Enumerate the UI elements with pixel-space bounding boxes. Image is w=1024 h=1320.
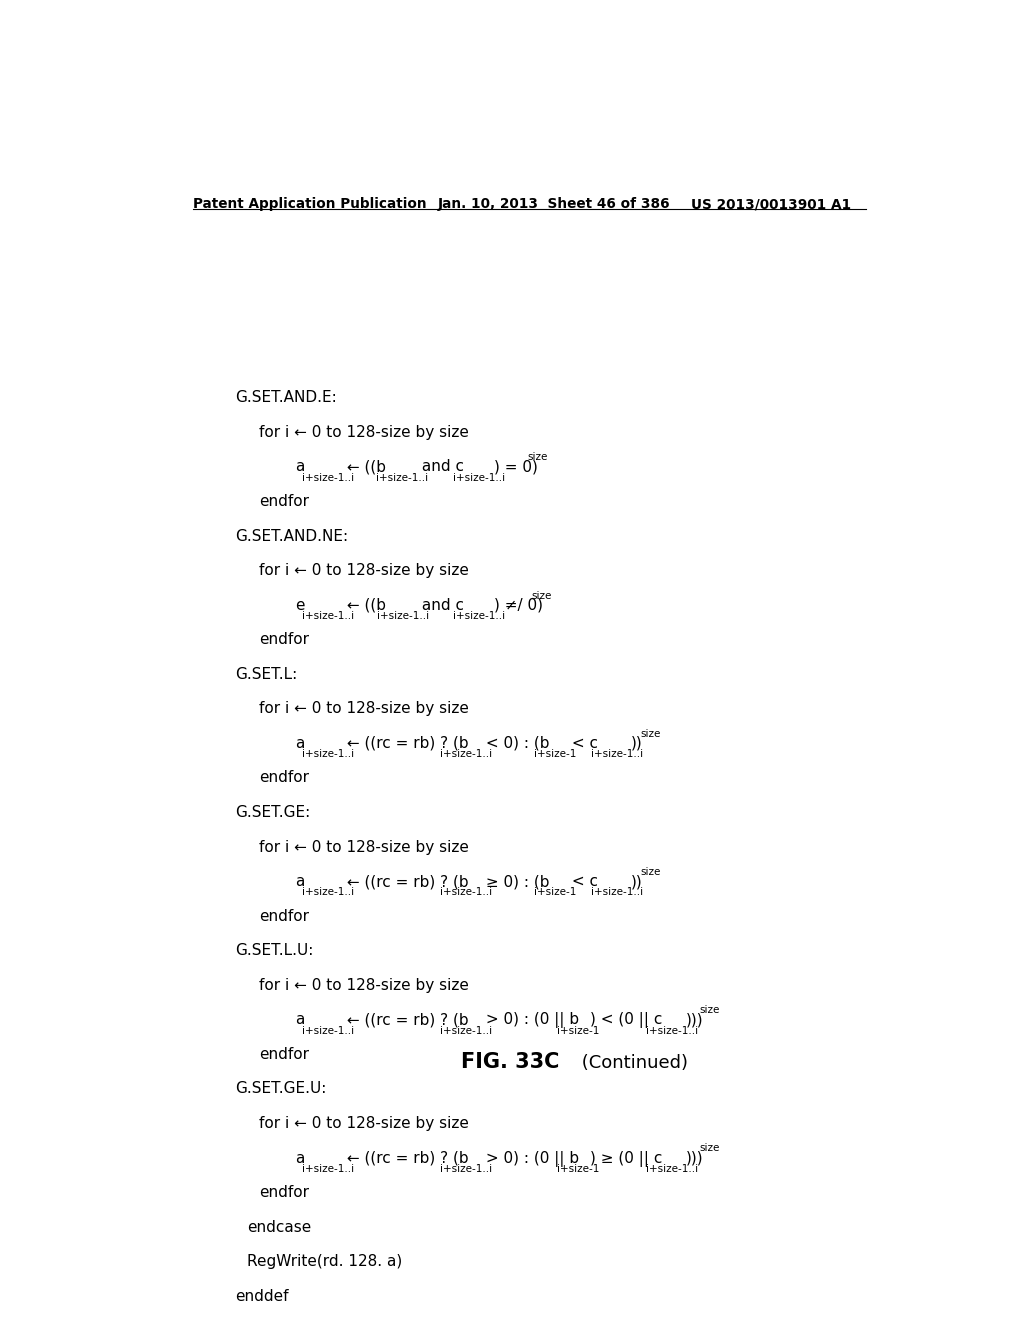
Text: i+size-1: i+size-1	[557, 1164, 599, 1173]
Text: FIG. 33C: FIG. 33C	[461, 1052, 560, 1072]
Text: < c: < c	[566, 874, 598, 890]
Text: ) < (0 || c: ) < (0 || c	[590, 1012, 663, 1028]
Text: US 2013/0013901 A1: US 2013/0013901 A1	[691, 197, 852, 211]
Text: endfor: endfor	[259, 1047, 309, 1061]
Text: a: a	[295, 1151, 304, 1166]
Text: and c: and c	[417, 598, 464, 612]
Text: G.SET.GE.U:: G.SET.GE.U:	[236, 1081, 327, 1097]
Text: enddef: enddef	[236, 1288, 289, 1304]
Text: Jan. 10, 2013  Sheet 46 of 386: Jan. 10, 2013 Sheet 46 of 386	[437, 197, 670, 211]
Text: i+size-1..i: i+size-1..i	[377, 611, 429, 620]
Text: i+size-1..i: i+size-1..i	[440, 1164, 493, 1173]
Text: )): ))	[631, 737, 643, 751]
Text: ← ((b: ← ((b	[342, 459, 386, 474]
Text: i+size-1..i: i+size-1..i	[302, 1164, 354, 1173]
Text: ← ((rc = rb) ? (b: ← ((rc = rb) ? (b	[342, 1012, 469, 1027]
Text: )): ))	[631, 874, 643, 890]
Text: > 0) : (0 || b: > 0) : (0 || b	[481, 1012, 579, 1028]
Text: ) ≥ (0 || c: ) ≥ (0 || c	[590, 1151, 663, 1167]
Text: i+size-1..i: i+size-1..i	[440, 1026, 493, 1035]
Text: RegWrite(rd. 128. a): RegWrite(rd. 128. a)	[247, 1254, 402, 1270]
Text: < c: < c	[566, 737, 598, 751]
Text: endfor: endfor	[259, 1185, 309, 1200]
Text: i+size-1..i: i+size-1..i	[302, 611, 354, 620]
Text: i+size-1..i: i+size-1..i	[454, 473, 506, 483]
Text: G.SET.GE:: G.SET.GE:	[236, 805, 310, 820]
Text: endfor: endfor	[259, 494, 309, 510]
Text: for i ← 0 to 128-size by size: for i ← 0 to 128-size by size	[259, 701, 469, 717]
Text: > 0) : (0 || b: > 0) : (0 || b	[481, 1151, 579, 1167]
Text: endcase: endcase	[247, 1220, 311, 1234]
Text: i+size-1..i: i+size-1..i	[591, 887, 643, 898]
Text: G.SET.L:: G.SET.L:	[236, 667, 297, 682]
Text: size: size	[640, 867, 660, 876]
Text: i+size-1..i: i+size-1..i	[302, 887, 354, 898]
Text: i+size-1..i: i+size-1..i	[591, 748, 643, 759]
Text: ← ((b: ← ((b	[342, 598, 386, 612]
Text: < 0) : (b: < 0) : (b	[481, 737, 549, 751]
Text: e: e	[295, 598, 304, 612]
Text: i+size-1..i: i+size-1..i	[646, 1026, 698, 1035]
Text: size: size	[640, 729, 660, 739]
Text: G.SET.L.U:: G.SET.L.U:	[236, 944, 313, 958]
Text: ← ((rc = rb) ? (b: ← ((rc = rb) ? (b	[342, 737, 469, 751]
Text: endfor: endfor	[259, 771, 309, 785]
Text: and c: and c	[417, 459, 464, 474]
Text: for i ← 0 to 128-size by size: for i ← 0 to 128-size by size	[259, 1115, 469, 1131]
Text: a: a	[295, 459, 304, 474]
Text: ← ((rc = rb) ? (b: ← ((rc = rb) ? (b	[342, 1151, 469, 1166]
Text: for i ← 0 to 128-size by size: for i ← 0 to 128-size by size	[259, 840, 469, 854]
Text: a: a	[295, 1012, 304, 1027]
Text: size: size	[699, 1006, 720, 1015]
Text: i+size-1..i: i+size-1..i	[377, 473, 428, 483]
Text: i+size-1..i: i+size-1..i	[302, 748, 354, 759]
Text: i+size-1..i: i+size-1..i	[646, 1164, 698, 1173]
Text: i+size-1..i: i+size-1..i	[302, 1026, 354, 1035]
Text: G.SET.AND.E:: G.SET.AND.E:	[236, 391, 337, 405]
Text: size: size	[531, 590, 552, 601]
Text: ) ≠/ 0): ) ≠/ 0)	[494, 598, 543, 612]
Text: i+size-1: i+size-1	[534, 748, 577, 759]
Text: ≥ 0) : (b: ≥ 0) : (b	[481, 874, 549, 890]
Text: size: size	[699, 1143, 720, 1154]
Text: a: a	[295, 737, 304, 751]
Text: endfor: endfor	[259, 908, 309, 924]
Text: for i ← 0 to 128-size by size: for i ← 0 to 128-size by size	[259, 978, 469, 993]
Text: ← ((rc = rb) ? (b: ← ((rc = rb) ? (b	[342, 874, 469, 890]
Text: i+size-1: i+size-1	[557, 1026, 599, 1035]
Text: size: size	[527, 453, 548, 462]
Text: for i ← 0 to 128-size by size: for i ← 0 to 128-size by size	[259, 425, 469, 440]
Text: i+size-1..i: i+size-1..i	[440, 887, 493, 898]
Text: i+size-1: i+size-1	[534, 887, 577, 898]
Text: i+size-1..i: i+size-1..i	[302, 473, 354, 483]
Text: ))): )))	[686, 1012, 703, 1027]
Text: ) = 0): ) = 0)	[494, 459, 538, 474]
Text: i+size-1..i: i+size-1..i	[454, 611, 506, 620]
Text: G.SET.AND.NE:: G.SET.AND.NE:	[236, 528, 348, 544]
Text: Patent Application Publication: Patent Application Publication	[194, 197, 427, 211]
Text: (Continued): (Continued)	[577, 1055, 688, 1072]
Text: a: a	[295, 874, 304, 890]
Text: endfor: endfor	[259, 632, 309, 647]
Text: for i ← 0 to 128-size by size: for i ← 0 to 128-size by size	[259, 564, 469, 578]
Text: i+size-1..i: i+size-1..i	[440, 748, 493, 759]
Text: ))): )))	[686, 1151, 703, 1166]
